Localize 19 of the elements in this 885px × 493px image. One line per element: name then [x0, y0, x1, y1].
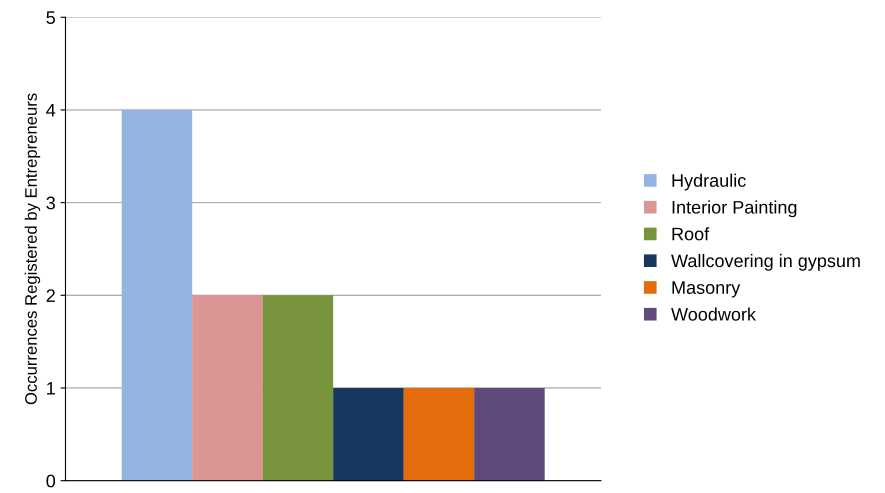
legend-label: Roof [672, 227, 710, 240]
bar [122, 110, 192, 481]
bar [192, 295, 263, 481]
legend-label: Interior Painting [672, 200, 796, 218]
bar [333, 388, 404, 481]
bar [404, 388, 474, 481]
y-tick-label: 0 [46, 474, 56, 488]
legend-label: Hydraulic [672, 174, 746, 190]
bar [262, 295, 334, 481]
bar [474, 388, 545, 481]
y-axis-title: Occurrences Registered by Entrepreneurs [24, 93, 40, 404]
y-tick-label: 2 [46, 289, 55, 302]
y-tick-label: 1 [47, 382, 55, 395]
legend-label: Masonry [672, 281, 740, 298]
legend-label: Woodwork [671, 307, 756, 321]
legend-label: Wallcovering in gypsum [671, 254, 860, 271]
y-tick-label: 5 [46, 11, 56, 24]
y-tick-label: 3 [46, 196, 55, 210]
y-tick-label: 4 [46, 104, 56, 116]
